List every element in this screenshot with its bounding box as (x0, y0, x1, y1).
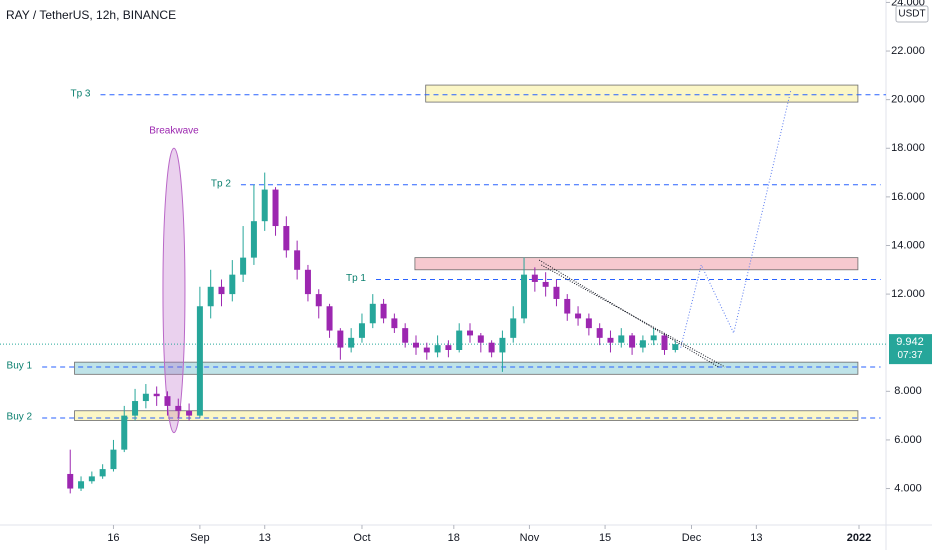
y-tick-label: 20.000 (891, 94, 925, 106)
candle-body (542, 281, 549, 287)
zone (74, 410, 859, 421)
y-tick-label: 8.000 (894, 385, 922, 397)
candle-body (639, 340, 646, 348)
breakwave-ellipse (162, 147, 186, 434)
last-price: 9.942 (896, 336, 924, 348)
currency: USDT (898, 9, 925, 20)
candle-body (294, 250, 301, 270)
candle-body (99, 469, 106, 477)
zone (425, 84, 859, 103)
candle-body (477, 335, 484, 343)
candle-body (121, 415, 128, 450)
candle-body (250, 221, 257, 258)
level-label: Tp 2 (211, 178, 231, 189)
level-label: Tp 1 (346, 273, 366, 284)
chart-title: RAY / TetherUS, 12h, BINANCE (6, 8, 176, 22)
candle-body (672, 344, 679, 350)
y-tick-label: 24.000 (891, 0, 925, 8)
x-tick-label: 2022 (847, 532, 871, 544)
candle-body (650, 335, 657, 341)
candle-body (348, 337, 355, 348)
candle-body (207, 286, 214, 307)
candle-body (326, 306, 333, 331)
candle-body (337, 330, 344, 348)
candle-body (142, 393, 149, 402)
candle-body (531, 274, 538, 282)
last-price-badge (889, 334, 932, 365)
candle-body (629, 335, 636, 348)
candle-body (380, 303, 387, 319)
candle-body (553, 286, 560, 299)
candle-body (564, 298, 571, 314)
candle-body (88, 476, 95, 482)
x-tick-label: Nov (520, 532, 540, 544)
candle-body (575, 313, 582, 319)
candle-body (78, 481, 85, 489)
candle-body (304, 269, 311, 295)
x-tick-label: Sep (190, 532, 210, 544)
x-tick-label: 15 (599, 532, 611, 544)
candle-body (272, 189, 279, 227)
zone (414, 257, 859, 271)
candle-body (283, 226, 290, 251)
candle-body (618, 335, 625, 343)
candle-body (423, 347, 430, 353)
breakwave-label: Breakwave (149, 126, 199, 137)
x-tick-label: 13 (259, 532, 271, 544)
level-label: Buy 1 (7, 361, 33, 372)
countdown: 07:37 (897, 350, 922, 361)
x-tick-label: Oct (353, 532, 370, 544)
candle-body (369, 303, 376, 324)
candle-body (218, 286, 225, 295)
trendline (541, 264, 726, 368)
candle-body (499, 337, 506, 353)
x-tick-label: 16 (107, 532, 119, 544)
candle-body (596, 328, 603, 338)
candle-body (240, 257, 247, 275)
candle-body (488, 342, 495, 353)
candle-body (186, 410, 193, 416)
candle-body (315, 294, 322, 307)
candle-body (67, 473, 74, 489)
candle-body (607, 337, 614, 343)
candle-body (402, 328, 409, 343)
candle-body (132, 401, 139, 416)
level-label: Tp 3 (70, 88, 90, 99)
candle-body (391, 318, 398, 329)
candle-body (661, 335, 668, 350)
y-tick-label: 14.000 (891, 239, 925, 251)
x-tick-label: 18 (448, 532, 460, 544)
y-tick-label: 4.000 (894, 482, 922, 494)
candle-body (175, 405, 182, 411)
x-tick-label: 13 (750, 532, 762, 544)
candle-body (412, 342, 419, 348)
currency-box (895, 5, 929, 23)
candle-body (196, 306, 203, 416)
candle-body (164, 396, 171, 406)
candle-body (456, 330, 463, 350)
candle-body (585, 318, 592, 329)
zone (74, 361, 859, 375)
candle-body (229, 274, 236, 295)
y-tick-label: 16.000 (891, 191, 925, 203)
y-tick-label: 12.000 (891, 288, 925, 300)
candle-body (510, 318, 517, 338)
y-tick-label: 18.000 (891, 142, 925, 154)
candle-body (434, 345, 441, 353)
candle-body (358, 323, 365, 338)
y-tick-label: 6.000 (894, 434, 922, 446)
level-label: Buy 2 (7, 412, 33, 423)
candle-body (467, 330, 474, 336)
y-tick-label: 22.000 (891, 45, 925, 57)
candle-body (153, 393, 160, 397)
candle-body (261, 189, 268, 222)
candle-body (445, 345, 452, 350)
x-tick-label: Dec (682, 532, 702, 544)
candle-body (110, 449, 117, 470)
projection-path (680, 89, 792, 348)
candle-body (521, 274, 528, 319)
